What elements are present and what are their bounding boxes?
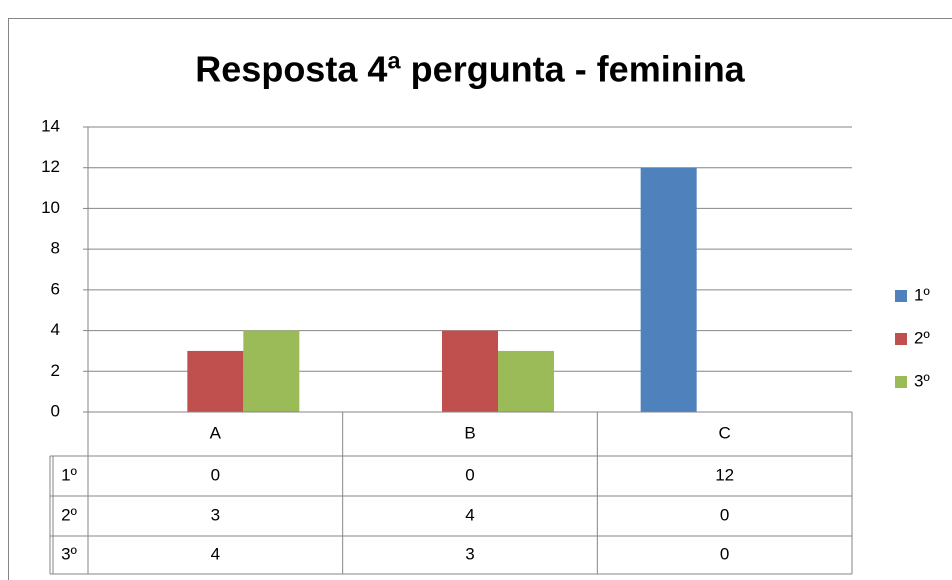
table-row-label: 3º — [61, 544, 77, 563]
x-tick-label: B — [464, 423, 475, 442]
bar — [498, 350, 554, 412]
bar — [442, 330, 498, 412]
y-tick-label: 14 — [41, 116, 60, 135]
bar — [243, 330, 300, 412]
legend-swatch — [895, 333, 907, 345]
table-cell: 0 — [211, 465, 220, 484]
y-tick-label: 12 — [41, 157, 60, 176]
y-tick-label: 0 — [51, 401, 60, 420]
legend-swatch — [895, 290, 907, 302]
chart-title: Resposta 4ª pergunta - feminina — [195, 49, 745, 90]
chart-border — [8, 18, 952, 580]
y-tick-label: 8 — [51, 239, 60, 258]
table-row-label: 1º — [61, 465, 77, 484]
y-tick-label: 4 — [51, 320, 60, 339]
y-tick-label: 6 — [51, 279, 60, 298]
x-tick-label: C — [719, 423, 731, 442]
legend-label: 1º — [914, 285, 930, 304]
bar — [640, 167, 697, 412]
legend-label: 3º — [914, 371, 930, 390]
table-cell: 12 — [715, 465, 734, 484]
table-cell: 0 — [720, 544, 729, 563]
bar — [187, 350, 244, 412]
y-tick-label: 2 — [51, 361, 60, 380]
table-cell: 0 — [465, 465, 474, 484]
table-cell: 0 — [720, 505, 729, 524]
legend-swatch — [895, 376, 907, 388]
y-tick-label: 10 — [41, 198, 60, 217]
table-cell: 3 — [465, 544, 474, 563]
table-row-label: 2º — [61, 505, 77, 524]
table-cell: 3 — [211, 505, 220, 524]
legend-label: 2º — [914, 328, 930, 347]
table-cell: 4 — [465, 505, 474, 524]
x-tick-label: A — [210, 423, 222, 442]
table-cell: 4 — [211, 544, 220, 563]
